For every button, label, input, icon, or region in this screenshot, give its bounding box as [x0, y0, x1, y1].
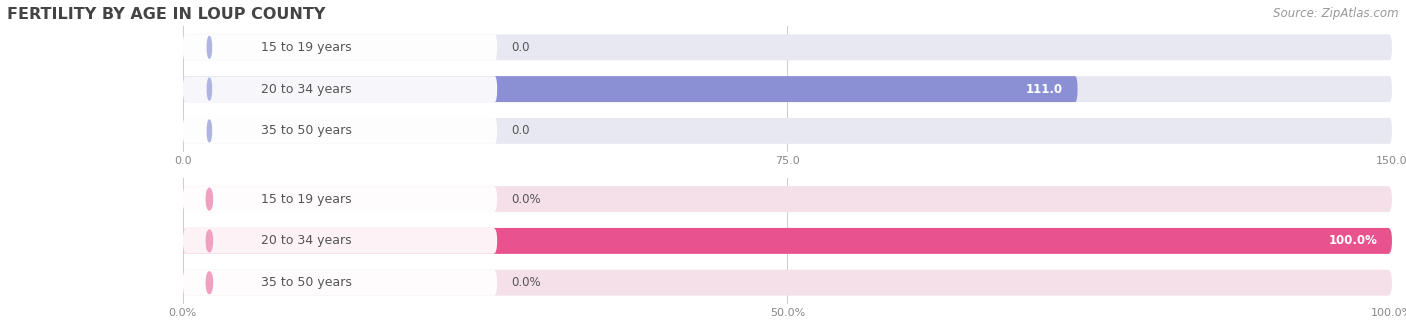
Circle shape	[207, 120, 211, 142]
Text: 35 to 50 years: 35 to 50 years	[262, 124, 353, 137]
FancyBboxPatch shape	[183, 270, 498, 296]
FancyBboxPatch shape	[183, 228, 1392, 254]
Circle shape	[207, 188, 212, 210]
Text: 15 to 19 years: 15 to 19 years	[262, 193, 352, 206]
Text: 20 to 34 years: 20 to 34 years	[262, 234, 352, 248]
Text: 35 to 50 years: 35 to 50 years	[262, 276, 353, 289]
FancyBboxPatch shape	[183, 76, 1077, 102]
FancyBboxPatch shape	[183, 186, 1392, 212]
FancyBboxPatch shape	[183, 34, 498, 60]
Circle shape	[207, 78, 211, 100]
FancyBboxPatch shape	[183, 228, 1392, 254]
Text: 0.0%: 0.0%	[512, 276, 541, 289]
Circle shape	[207, 36, 211, 58]
FancyBboxPatch shape	[183, 118, 498, 144]
Text: 0.0: 0.0	[512, 124, 530, 137]
FancyBboxPatch shape	[183, 34, 1392, 60]
FancyBboxPatch shape	[183, 76, 1392, 102]
Text: 20 to 34 years: 20 to 34 years	[262, 82, 352, 96]
Text: 111.0: 111.0	[1026, 82, 1063, 96]
Text: FERTILITY BY AGE IN LOUP COUNTY: FERTILITY BY AGE IN LOUP COUNTY	[7, 7, 325, 21]
FancyBboxPatch shape	[183, 118, 1392, 144]
FancyBboxPatch shape	[183, 76, 498, 102]
Text: 100.0%: 100.0%	[1329, 234, 1378, 248]
Circle shape	[207, 230, 212, 252]
FancyBboxPatch shape	[183, 270, 1392, 296]
Text: 15 to 19 years: 15 to 19 years	[262, 41, 352, 54]
FancyBboxPatch shape	[183, 228, 498, 254]
Circle shape	[207, 272, 212, 294]
Text: 0.0%: 0.0%	[512, 193, 541, 206]
Text: Source: ZipAtlas.com: Source: ZipAtlas.com	[1274, 7, 1399, 19]
FancyBboxPatch shape	[183, 186, 498, 212]
Text: 0.0: 0.0	[512, 41, 530, 54]
